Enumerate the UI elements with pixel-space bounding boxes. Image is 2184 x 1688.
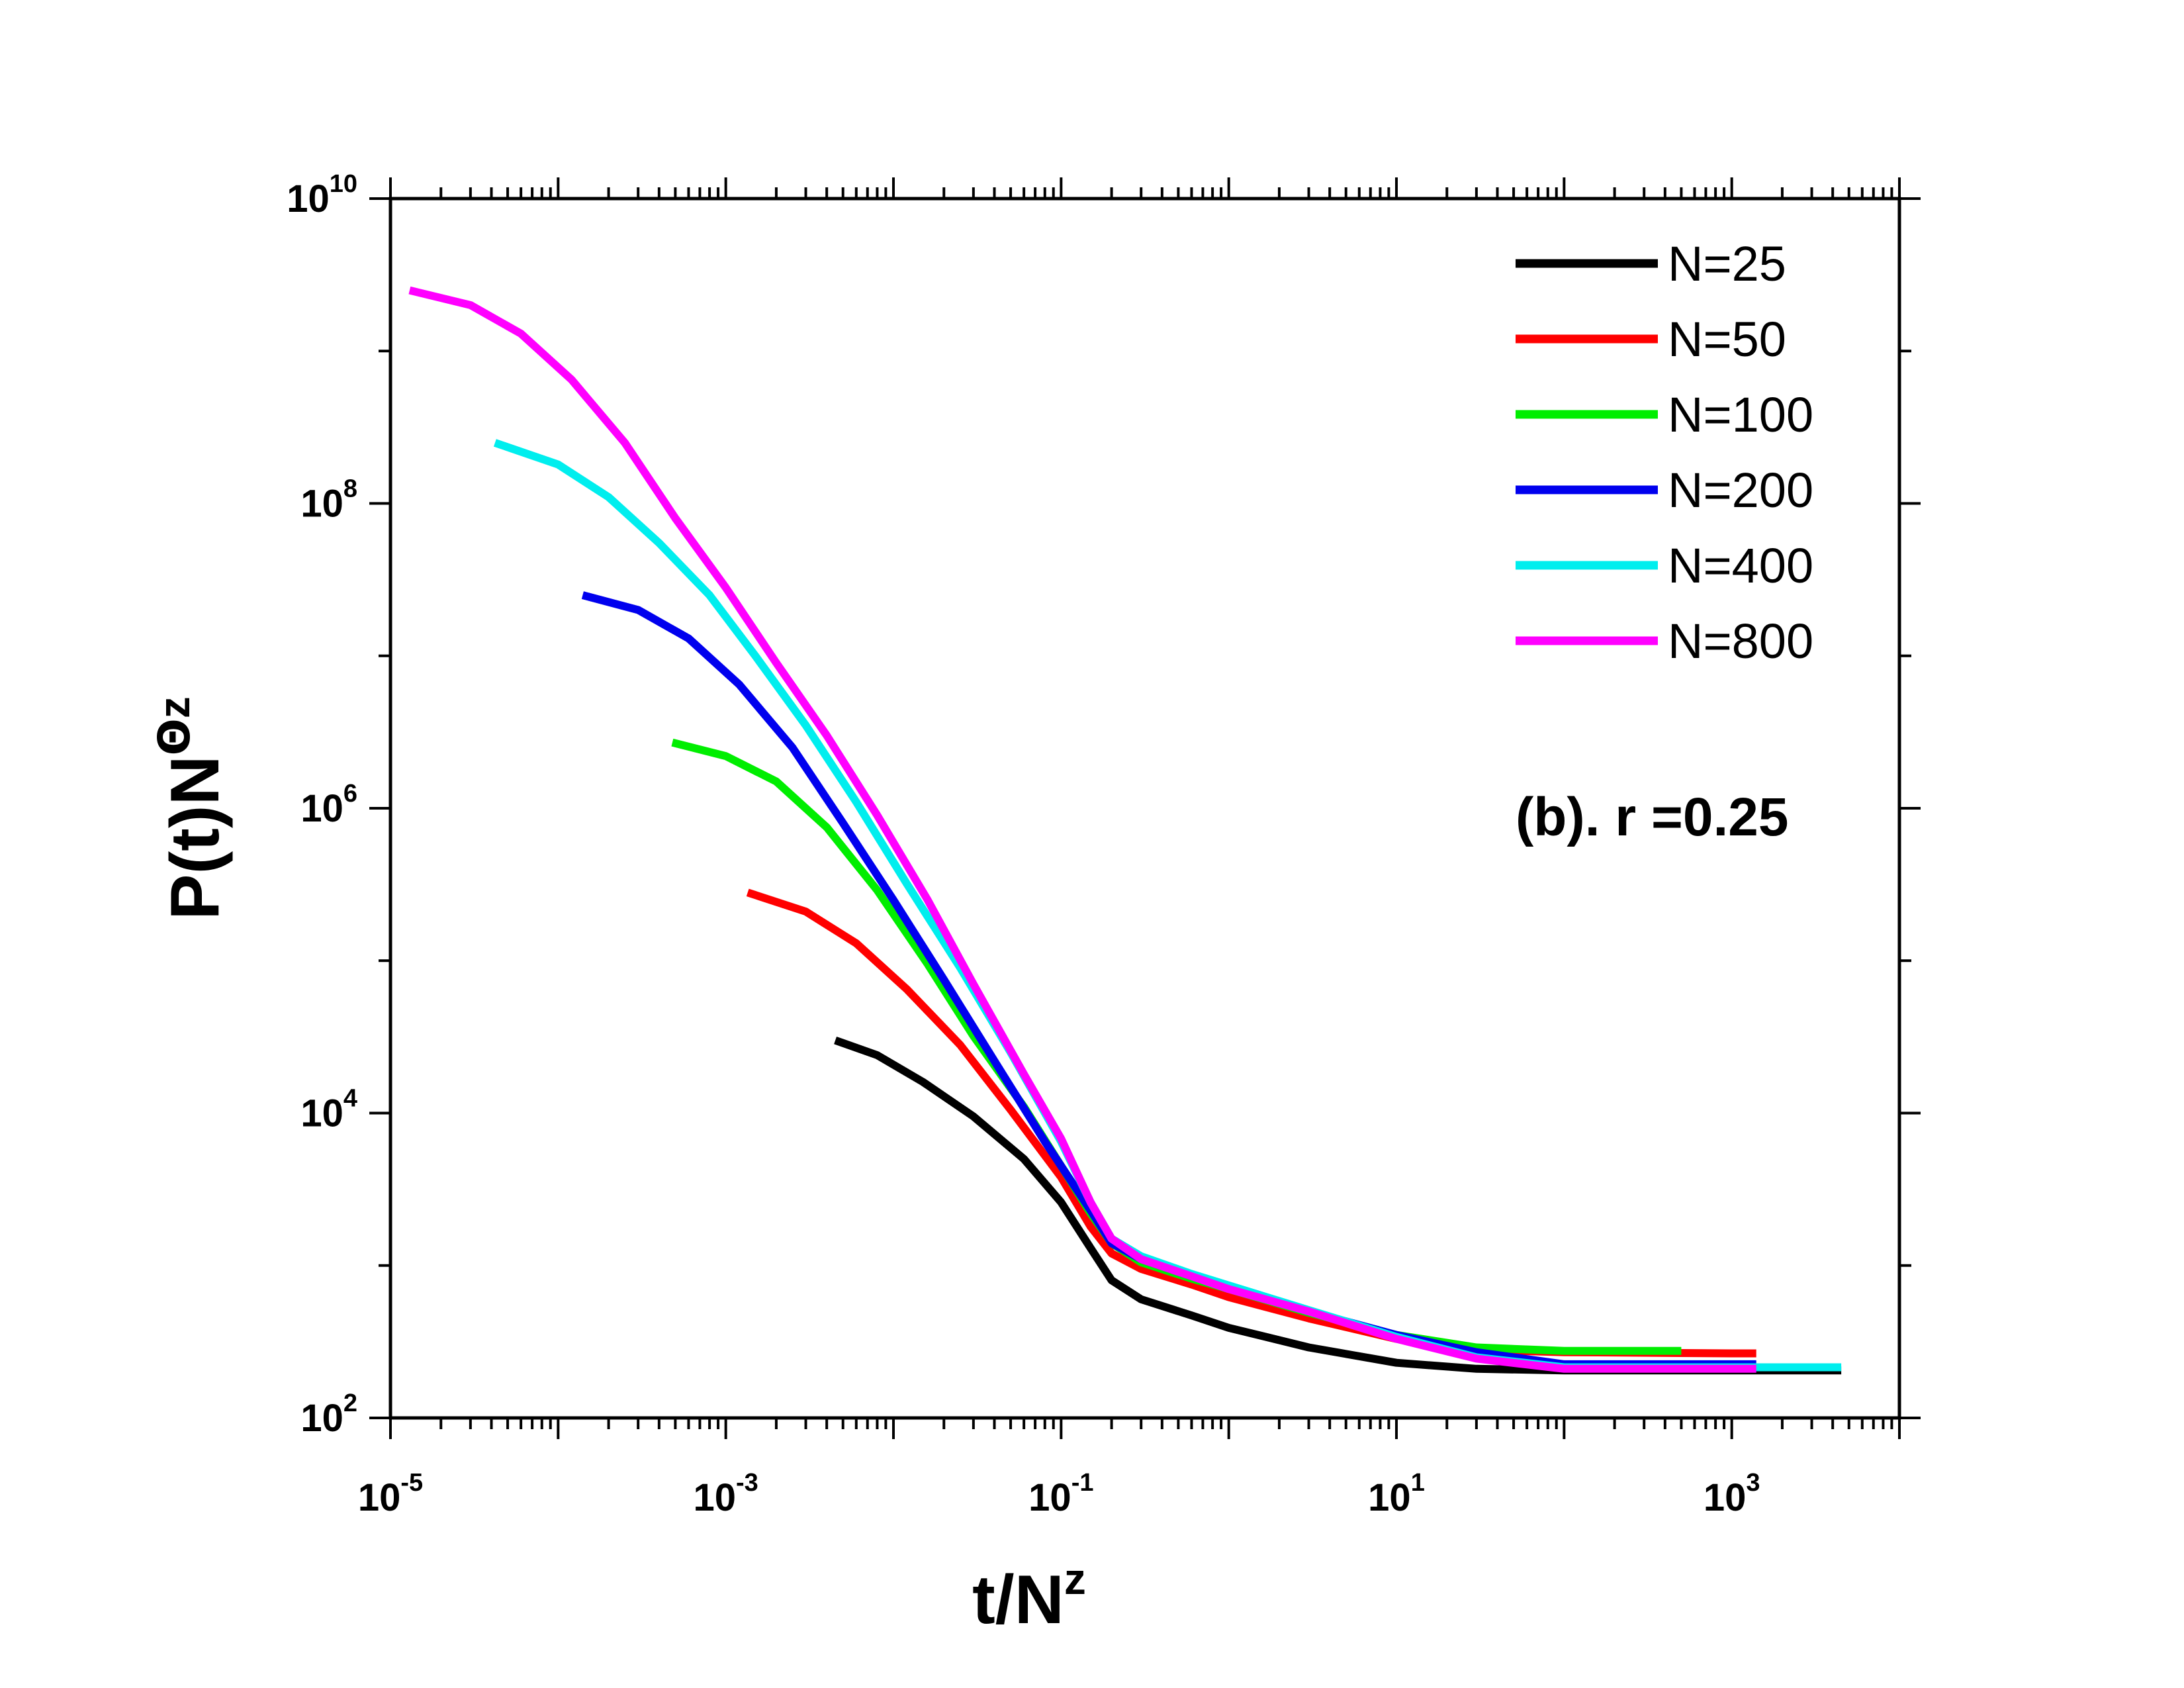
y-tick-base: 10 bbox=[300, 787, 343, 830]
x-tick-base: 10 bbox=[1368, 1476, 1411, 1519]
y-tick-label: 102 bbox=[300, 1389, 357, 1440]
x-axis-title: t/Nz bbox=[972, 1554, 1086, 1638]
legend-label: N=25 bbox=[1668, 236, 1786, 291]
y-tick-exponent: 10 bbox=[330, 170, 357, 198]
x-tick-label: 103 bbox=[1704, 1469, 1760, 1519]
legend-label: N=200 bbox=[1668, 463, 1813, 518]
x-tick-base: 10 bbox=[1028, 1476, 1071, 1519]
y-tick-label: 106 bbox=[300, 780, 357, 830]
y-tick-exponent: 4 bbox=[343, 1085, 357, 1113]
x-tick-exponent: 3 bbox=[1746, 1469, 1760, 1497]
x-axis-title-base: t/N bbox=[972, 1562, 1064, 1638]
x-tick-exponent: -5 bbox=[400, 1469, 423, 1497]
y-axis-title-base: P(t)N bbox=[157, 755, 234, 919]
x-tick-label: 10-3 bbox=[694, 1469, 758, 1519]
y-tick-base: 10 bbox=[300, 1092, 343, 1135]
x-tick-base: 10 bbox=[358, 1476, 401, 1519]
y-tick-label: 108 bbox=[300, 475, 357, 526]
x-tick-exponent: -3 bbox=[736, 1469, 758, 1497]
series-line-n200 bbox=[581, 591, 1756, 1368]
y-tick-label: 1010 bbox=[287, 170, 357, 220]
legend: N=25 N=50 N=100 N=200 N=400 N=800 bbox=[1516, 236, 1813, 669]
y-tick-exponent: 2 bbox=[343, 1389, 357, 1417]
series-line-n800 bbox=[408, 286, 1756, 1373]
series-line-n50 bbox=[746, 888, 1756, 1358]
y-tick-base: 10 bbox=[300, 483, 343, 526]
x-tick-exponent: -1 bbox=[1071, 1469, 1094, 1497]
annotation: (b). r =0.25 bbox=[1516, 787, 1788, 847]
y-tick-base: 10 bbox=[287, 177, 330, 220]
x-axis-title-sup: z bbox=[1064, 1554, 1086, 1603]
x-tick-label: 10-1 bbox=[1028, 1469, 1093, 1519]
x-tick-base: 10 bbox=[1704, 1476, 1747, 1519]
series-line-n400 bbox=[493, 439, 1842, 1372]
y-axis-title: P(t)NΘz bbox=[149, 696, 234, 919]
x-axis-ticks: 10-5 10-3 10-1 101 103 bbox=[358, 177, 1901, 1519]
y-tick-exponent: 6 bbox=[343, 780, 357, 808]
x-tick-label: 101 bbox=[1368, 1469, 1425, 1519]
y-axis-title-theta: Θ bbox=[149, 718, 200, 755]
legend-label: N=100 bbox=[1668, 387, 1813, 442]
series-line-n25 bbox=[834, 1036, 1842, 1375]
legend-label: N=800 bbox=[1668, 614, 1813, 669]
series-layer bbox=[408, 286, 1842, 1375]
x-tick-base: 10 bbox=[694, 1476, 737, 1519]
y-axis-title-sup: z bbox=[150, 696, 199, 718]
y-tick-exponent: 8 bbox=[343, 475, 357, 503]
legend-label: N=50 bbox=[1668, 312, 1786, 367]
x-tick-exponent: 1 bbox=[1411, 1469, 1425, 1497]
y-tick-base: 10 bbox=[300, 1397, 343, 1440]
x-tick-label: 10-5 bbox=[358, 1469, 423, 1519]
legend-label: N=400 bbox=[1668, 538, 1813, 593]
y-tick-label: 104 bbox=[300, 1085, 357, 1135]
